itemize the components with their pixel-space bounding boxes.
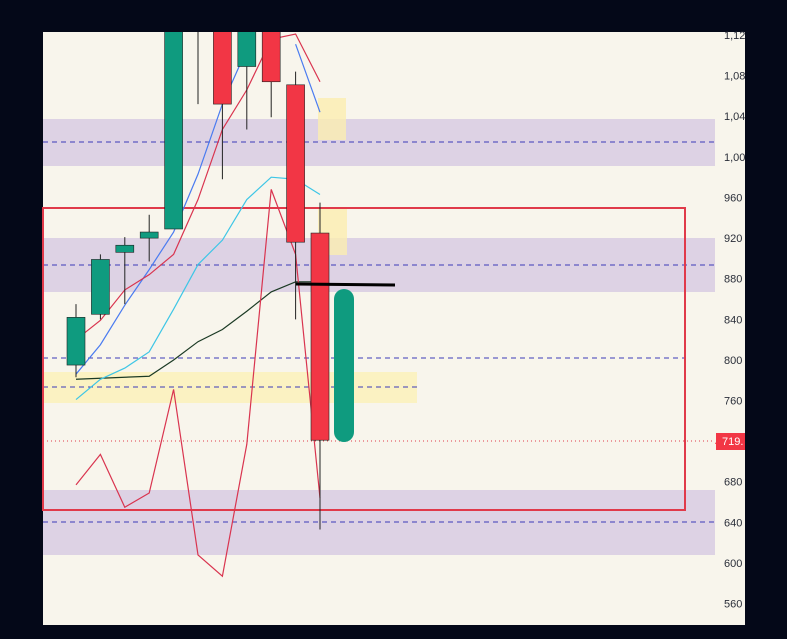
candle-body xyxy=(310,232,330,441)
y-tick-label: 840 xyxy=(724,314,742,326)
y-tick-label: 880 xyxy=(724,274,742,286)
price-tag-label: 719. xyxy=(722,436,743,448)
price-tag xyxy=(716,433,745,450)
zones xyxy=(42,98,715,555)
frame xyxy=(745,0,787,639)
y-tick-label: 680 xyxy=(724,477,742,489)
indicator-line xyxy=(75,43,321,375)
plot xyxy=(66,0,330,578)
candle-body xyxy=(139,231,159,239)
y-tick-label: 760 xyxy=(724,396,742,408)
indicator-line xyxy=(75,176,321,401)
y-tick-label: 960 xyxy=(724,192,742,204)
y-tick-label: 560 xyxy=(724,599,742,611)
range-box xyxy=(42,207,686,511)
candle-body xyxy=(261,32,281,83)
drawn-line xyxy=(295,282,396,287)
candle-body xyxy=(213,32,232,105)
indicator-line xyxy=(75,281,320,380)
candle-body xyxy=(66,317,86,366)
highlight xyxy=(318,98,346,140)
candle-body xyxy=(189,0,207,6)
y-tick-label: 600 xyxy=(724,558,742,570)
y-tick-label: 920 xyxy=(724,233,742,245)
y-tick-label: 640 xyxy=(724,517,742,529)
y-tick-label: 800 xyxy=(724,355,742,367)
candle-body xyxy=(164,32,183,230)
candle-body xyxy=(237,32,257,67)
candle-body xyxy=(91,259,110,315)
y-tick-label: 1,08 xyxy=(724,71,745,83)
indicator-line xyxy=(75,189,321,578)
y-tick-label: 1,12 xyxy=(724,30,745,42)
y-tick-label: 1,04 xyxy=(724,111,745,123)
projection-bar xyxy=(334,289,354,442)
candle-body xyxy=(286,84,305,243)
candle-body xyxy=(115,244,135,253)
y-tick-label: 1,00 xyxy=(724,152,745,164)
